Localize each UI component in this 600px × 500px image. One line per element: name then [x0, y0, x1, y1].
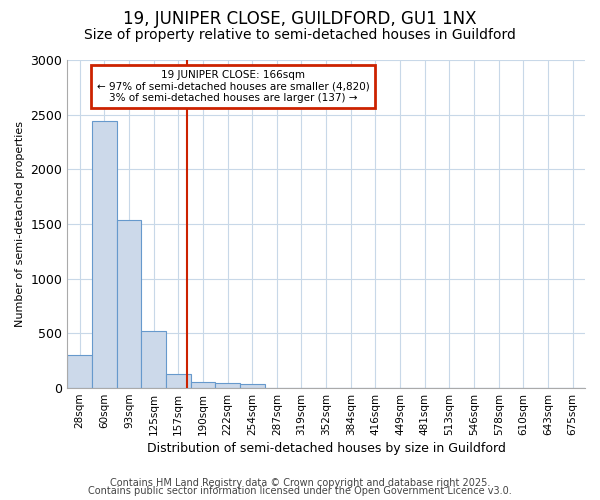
Text: 19, JUNIPER CLOSE, GUILDFORD, GU1 1NX: 19, JUNIPER CLOSE, GUILDFORD, GU1 1NX	[123, 10, 477, 28]
Bar	[215, 382, 240, 388]
Bar	[141, 331, 166, 388]
Bar	[92, 121, 116, 388]
Bar	[240, 384, 265, 388]
Text: 19 JUNIPER CLOSE: 166sqm
← 97% of semi-detached houses are smaller (4,820)
3% of: 19 JUNIPER CLOSE: 166sqm ← 97% of semi-d…	[97, 70, 370, 103]
Bar	[166, 374, 191, 388]
Bar	[191, 382, 215, 388]
Text: Contains public sector information licensed under the Open Government Licence v3: Contains public sector information licen…	[88, 486, 512, 496]
Text: Contains HM Land Registry data © Crown copyright and database right 2025.: Contains HM Land Registry data © Crown c…	[110, 478, 490, 488]
Text: Size of property relative to semi-detached houses in Guildford: Size of property relative to semi-detach…	[84, 28, 516, 42]
Bar	[67, 356, 92, 388]
Bar	[116, 220, 141, 388]
Y-axis label: Number of semi-detached properties: Number of semi-detached properties	[15, 121, 25, 327]
X-axis label: Distribution of semi-detached houses by size in Guildford: Distribution of semi-detached houses by …	[147, 442, 506, 455]
